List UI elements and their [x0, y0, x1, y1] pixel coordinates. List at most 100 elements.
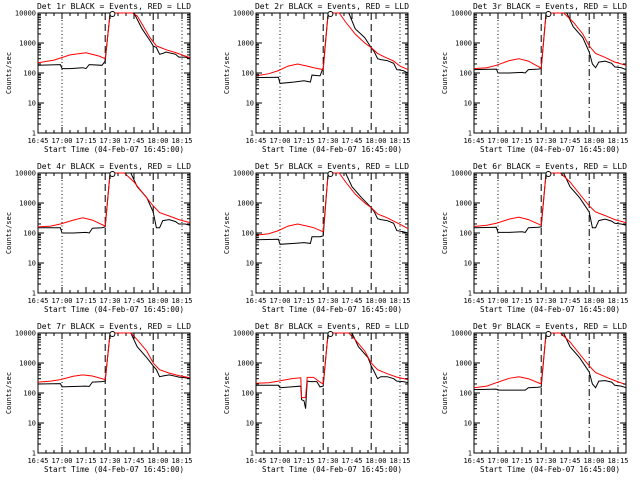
peak-marker [327, 11, 334, 17]
y-tick-label: 100 [459, 230, 472, 238]
chart-panel-8: Det 8r BLACK = Events, RED = LLD 1 10 100 10… [223, 322, 411, 474]
x-tick-label: 16:45 [27, 457, 48, 465]
x-tick-label: 17:45 [341, 137, 362, 145]
chart-panel-4: Det 4r BLACK = Events, RED = LLD 1 10 100 10… [5, 162, 193, 314]
x-tick-label: 17:00 [487, 457, 508, 465]
chart-panel-2: Det 2r BLACK = Events, RED = LLD 1 10 100 10… [223, 2, 411, 154]
x-tick-label: 17:00 [487, 297, 508, 305]
y-axis-label: Counts/sec [441, 52, 449, 94]
x-tick-label: 18:00 [365, 457, 386, 465]
x-axis-label: Start Time (04-Feb-07 16:45:00) [480, 145, 620, 154]
y-tick-label: 10000 [451, 330, 472, 338]
x-tick-label: 17:15 [293, 457, 314, 465]
x-tick-label: 16:45 [463, 457, 484, 465]
x-tick-label: 16:45 [27, 297, 48, 305]
chart-title: Det 3r BLACK = Events, RED = LLD [473, 2, 627, 11]
x-tick-label: 16:45 [463, 297, 484, 305]
y-axis-label: Counts/sec [5, 212, 13, 254]
x-tick-label: 17:30 [535, 137, 556, 145]
x-tick-label: 17:00 [269, 457, 290, 465]
y-tick-label: 10000 [233, 10, 254, 18]
y-tick-label: 10 [246, 260, 254, 268]
peak-marker [109, 171, 116, 177]
y-tick-label: 100 [241, 70, 254, 78]
y-tick-label: 10000 [15, 330, 36, 338]
x-tick-label: 18:15 [171, 457, 192, 465]
x-tick-label: 17:15 [511, 297, 532, 305]
y-tick-label: 10 [28, 100, 36, 108]
x-axis-label: Start Time (04-Feb-07 16:45:00) [44, 305, 184, 314]
x-axis-label: Start Time (04-Feb-07 16:45:00) [44, 465, 184, 474]
x-tick-label: 17:45 [123, 457, 144, 465]
x-axis-label: Start Time (04-Feb-07 16:45:00) [262, 305, 402, 314]
x-tick-label: 17:30 [317, 137, 338, 145]
y-tick-label: 1000 [19, 40, 36, 48]
chart-panel-1: Det 1r BLACK = Events, RED = LLD 1 10 100 10… [5, 2, 193, 154]
y-tick-label: 10 [464, 260, 472, 268]
x-axis-label: Start Time (04-Feb-07 16:45:00) [262, 145, 402, 154]
lld-series-line [256, 332, 408, 399]
x-tick-label: 16:45 [245, 457, 266, 465]
y-axis-label: Counts/sec [223, 372, 231, 414]
y-tick-label: 10000 [233, 170, 254, 178]
x-tick-label: 17:30 [99, 297, 120, 305]
x-tick-label: 17:30 [99, 457, 120, 465]
x-tick-label: 17:45 [341, 457, 362, 465]
y-axis-label: Counts/sec [223, 212, 231, 254]
y-tick-label: 1 [250, 290, 254, 298]
x-tick-label: 17:15 [75, 137, 96, 145]
x-tick-label: 17:15 [293, 297, 314, 305]
plot-frame [255, 172, 409, 294]
x-tick-label: 18:00 [583, 457, 604, 465]
x-tick-label: 17:15 [75, 297, 96, 305]
peak-marker [545, 171, 552, 177]
x-tick-label: 16:45 [245, 137, 266, 145]
y-tick-label: 1 [250, 130, 254, 138]
y-tick-label: 1000 [19, 360, 36, 368]
x-tick-label: 17:00 [51, 297, 72, 305]
x-tick-label: 18:15 [607, 137, 628, 145]
y-tick-label: 10000 [233, 330, 254, 338]
y-tick-label: 1 [32, 450, 36, 458]
y-tick-label: 100 [241, 230, 254, 238]
peak-marker [545, 11, 552, 17]
y-tick-label: 10000 [451, 10, 472, 18]
x-tick-label: 18:00 [583, 297, 604, 305]
plot-frame [255, 332, 409, 454]
x-tick-label: 17:45 [559, 137, 580, 145]
chart-title: Det 9r BLACK = Events, RED = LLD [473, 322, 627, 331]
x-tick-label: 17:45 [559, 457, 580, 465]
y-tick-label: 1000 [237, 200, 254, 208]
x-tick-label: 18:15 [607, 297, 628, 305]
x-tick-label: 18:15 [171, 137, 192, 145]
x-tick-label: 18:15 [389, 137, 410, 145]
x-axis-label: Start Time (04-Feb-07 16:45:00) [44, 145, 184, 154]
events-series-line [474, 332, 626, 391]
x-tick-label: 18:15 [607, 457, 628, 465]
y-tick-label: 1000 [455, 360, 472, 368]
x-tick-label: 17:30 [317, 457, 338, 465]
x-tick-label: 17:30 [99, 137, 120, 145]
y-tick-label: 1 [468, 450, 472, 458]
chart-title: Det 1r BLACK = Events, RED = LLD [37, 2, 191, 11]
peak-marker [109, 331, 116, 337]
x-tick-label: 18:15 [171, 297, 192, 305]
chart-panel-7: Det 7r BLACK = Events, RED = LLD 1 10 100 10… [5, 322, 193, 474]
x-tick-label: 17:30 [317, 297, 338, 305]
lld-series-line [256, 172, 408, 236]
x-tick-label: 17:15 [293, 137, 314, 145]
x-tick-label: 17:15 [75, 457, 96, 465]
y-tick-label: 1000 [455, 200, 472, 208]
y-tick-label: 10 [246, 420, 254, 428]
y-tick-label: 1 [32, 130, 36, 138]
x-tick-label: 18:00 [147, 137, 168, 145]
chart-title: Det 6r BLACK = Events, RED = LLD [473, 162, 627, 171]
events-series-line [474, 12, 626, 74]
x-tick-label: 17:30 [535, 297, 556, 305]
y-axis-label: Counts/sec [441, 212, 449, 254]
x-tick-label: 18:00 [365, 297, 386, 305]
y-tick-label: 100 [241, 390, 254, 398]
y-tick-label: 100 [23, 70, 36, 78]
peak-marker [109, 11, 116, 17]
